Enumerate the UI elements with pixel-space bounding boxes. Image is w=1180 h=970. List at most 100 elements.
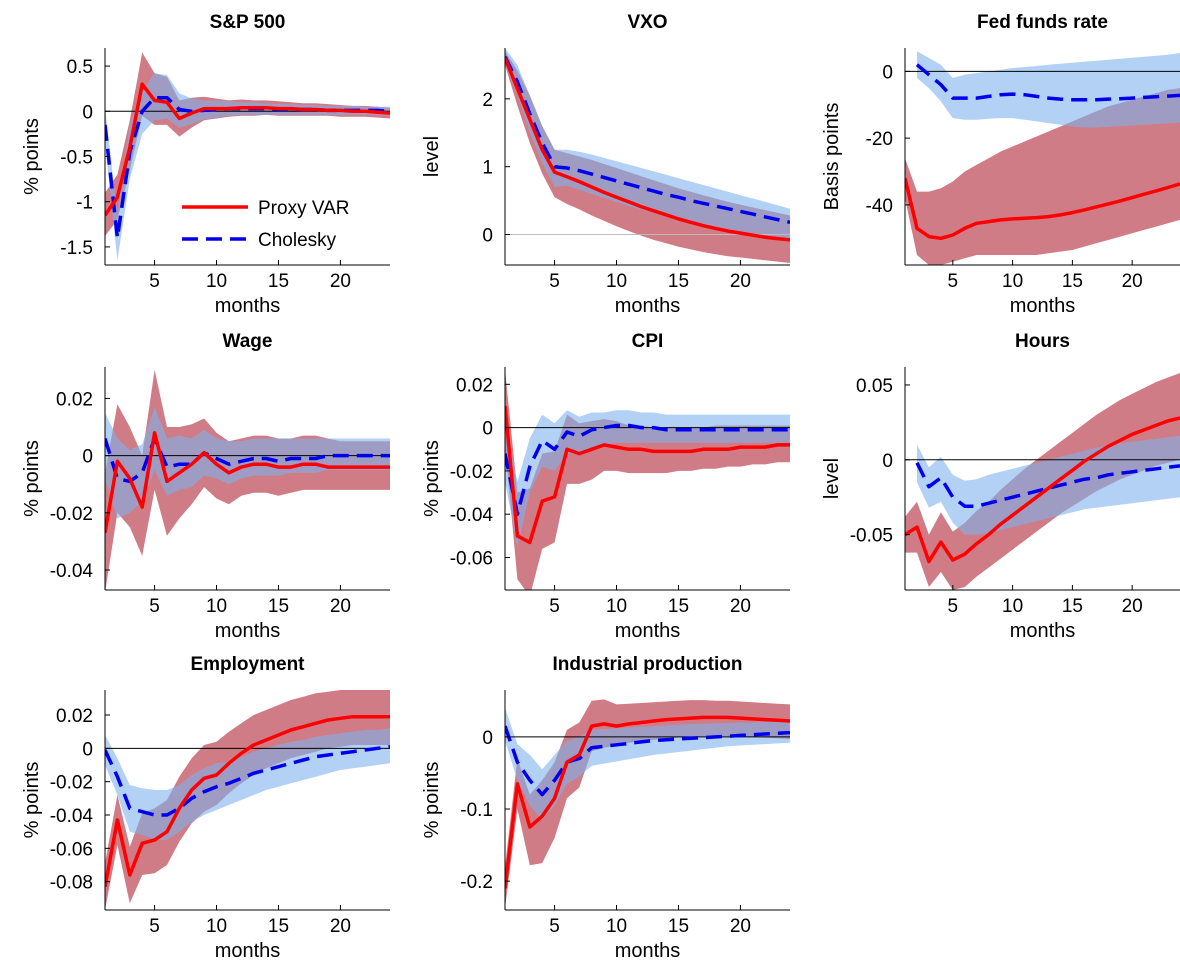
y-axis-label: % points: [421, 762, 443, 839]
x-tick-label: 15: [268, 916, 289, 937]
x-tick-label: 15: [668, 916, 689, 937]
y-tick-label: -1: [76, 193, 93, 214]
y-tick-label: 0.02: [56, 389, 93, 410]
chol-line: [505, 725, 790, 797]
x-axis-label: months: [215, 295, 281, 317]
panel-0: 5 10 15 20 0.5 0 -0.5 -1 -1.5 S&P 500 months % poin…: [21, 12, 390, 317]
panel-7: 5 10 15 20 0 -0.1 -0.2 Industrial production mon…: [421, 654, 790, 962]
x-tick-label: 5: [549, 916, 560, 937]
chol-line: [915, 63, 1180, 102]
proxy-confidence-band: [505, 369, 790, 590]
chol-line: [915, 462, 1180, 508]
proxy-line: [105, 82, 390, 217]
x-tick-label: 5: [149, 271, 160, 292]
chart-title: Employment: [190, 654, 305, 675]
panel-5: 5 10 15 20 0.05 0 -0.05 Hours months level: [821, 331, 1180, 642]
y-axis-label: level: [421, 136, 443, 177]
legend-label-proxy: Proxy VAR: [258, 198, 350, 219]
panel-4: 5 10 15 20 0.02 0 -0.02 -0.04 -0.06 CPI months % po…: [421, 331, 790, 642]
y-axis-label: Basis points: [821, 103, 843, 211]
y-tick-label: 0.02: [56, 706, 93, 727]
x-tick-label: 5: [948, 271, 959, 292]
x-axis-label: months: [1010, 620, 1076, 642]
y-tick-label: -0.05: [850, 526, 893, 547]
chol-confidence-band: [505, 48, 790, 240]
x-axis-label: months: [1010, 295, 1076, 317]
y-tick-label: -0.04: [450, 505, 494, 526]
x-axis-label: months: [615, 940, 681, 962]
x-tick-label: 5: [948, 596, 959, 617]
x-tick-label: 10: [206, 271, 227, 292]
y-tick-label: -0.06: [450, 549, 493, 570]
y-tick-label: 0: [82, 447, 93, 468]
y-tick-label: 0: [482, 728, 493, 749]
legend: Proxy VAR Cholesky: [182, 198, 350, 251]
chol-line: [105, 744, 390, 817]
legend-label-chol: Cholesky: [258, 230, 337, 251]
y-tick-label: -0.04: [50, 561, 94, 582]
x-axis-label: months: [215, 620, 281, 642]
y-tick-label: -0.04: [50, 806, 94, 827]
y-tick-label: -0.02: [50, 504, 93, 525]
x-tick-label: 20: [730, 596, 751, 617]
proxy-line: [105, 714, 390, 888]
chol-confidence-band: [917, 51, 1180, 128]
y-tick-label: 2: [482, 90, 493, 111]
y-tick-label: -0.08: [50, 873, 93, 894]
x-tick-label: 5: [549, 271, 560, 292]
x-tick-label: 10: [206, 596, 227, 617]
chart-title: VXO: [627, 12, 667, 33]
plot-area: [105, 690, 390, 910]
x-tick-label: 15: [1062, 271, 1083, 292]
x-tick-label: 20: [730, 271, 751, 292]
y-axis-label: % points: [21, 762, 43, 839]
proxy-line: [105, 431, 390, 534]
plot-area: [105, 52, 390, 261]
x-axis-label: months: [615, 620, 681, 642]
x-tick-label: 10: [606, 271, 627, 292]
chart-title: Industrial production: [553, 654, 743, 675]
chol-confidence-band: [105, 407, 390, 519]
y-tick-label: -20: [866, 129, 893, 150]
x-tick-label: 20: [330, 916, 351, 937]
proxy-line: [505, 715, 790, 889]
chart-title: Hours: [1015, 331, 1070, 352]
y-tick-label: 0: [482, 225, 493, 246]
x-tick-label: 5: [149, 596, 160, 617]
y-tick-label: 1: [482, 158, 493, 179]
plot-area: [905, 51, 1180, 265]
chart-title: CPI: [632, 331, 664, 352]
proxy-line: [905, 177, 1180, 241]
x-tick-label: 15: [268, 271, 289, 292]
x-tick-label: 15: [268, 596, 289, 617]
x-tick-label: 10: [206, 916, 227, 937]
y-tick-label: 0.02: [456, 375, 493, 396]
y-tick-label: -0.02: [50, 773, 93, 794]
y-tick-label: -0.5: [60, 148, 93, 169]
plot-area: [505, 369, 790, 590]
x-tick-label: 10: [606, 916, 627, 937]
proxy-line: [505, 405, 790, 545]
x-tick-label: 20: [330, 596, 351, 617]
plot-area: [505, 699, 790, 909]
y-tick-label: -40: [866, 196, 893, 217]
x-axis-label: months: [615, 295, 681, 317]
proxy-confidence-band: [105, 369, 390, 590]
y-axis-label: level: [821, 458, 843, 499]
x-tick-label: 10: [1002, 596, 1023, 617]
y-tick-label: 0: [882, 451, 893, 472]
x-tick-label: 20: [1122, 271, 1143, 292]
chol-confidence-band: [917, 435, 1180, 535]
y-tick-label: -0.2: [460, 872, 493, 893]
x-tick-label: 20: [730, 916, 751, 937]
proxy-line: [905, 416, 1180, 564]
y-tick-label: -0.06: [50, 839, 93, 860]
proxy-line: [505, 57, 790, 242]
chart-title: S&P 500: [210, 12, 286, 33]
y-tick-label: 0.05: [856, 376, 893, 397]
chol-line: [505, 423, 790, 516]
panel-3: 5 10 15 20 0.02 0 -0.02 -0.04 Wage months % points: [21, 331, 390, 642]
x-tick-label: 5: [149, 916, 160, 937]
